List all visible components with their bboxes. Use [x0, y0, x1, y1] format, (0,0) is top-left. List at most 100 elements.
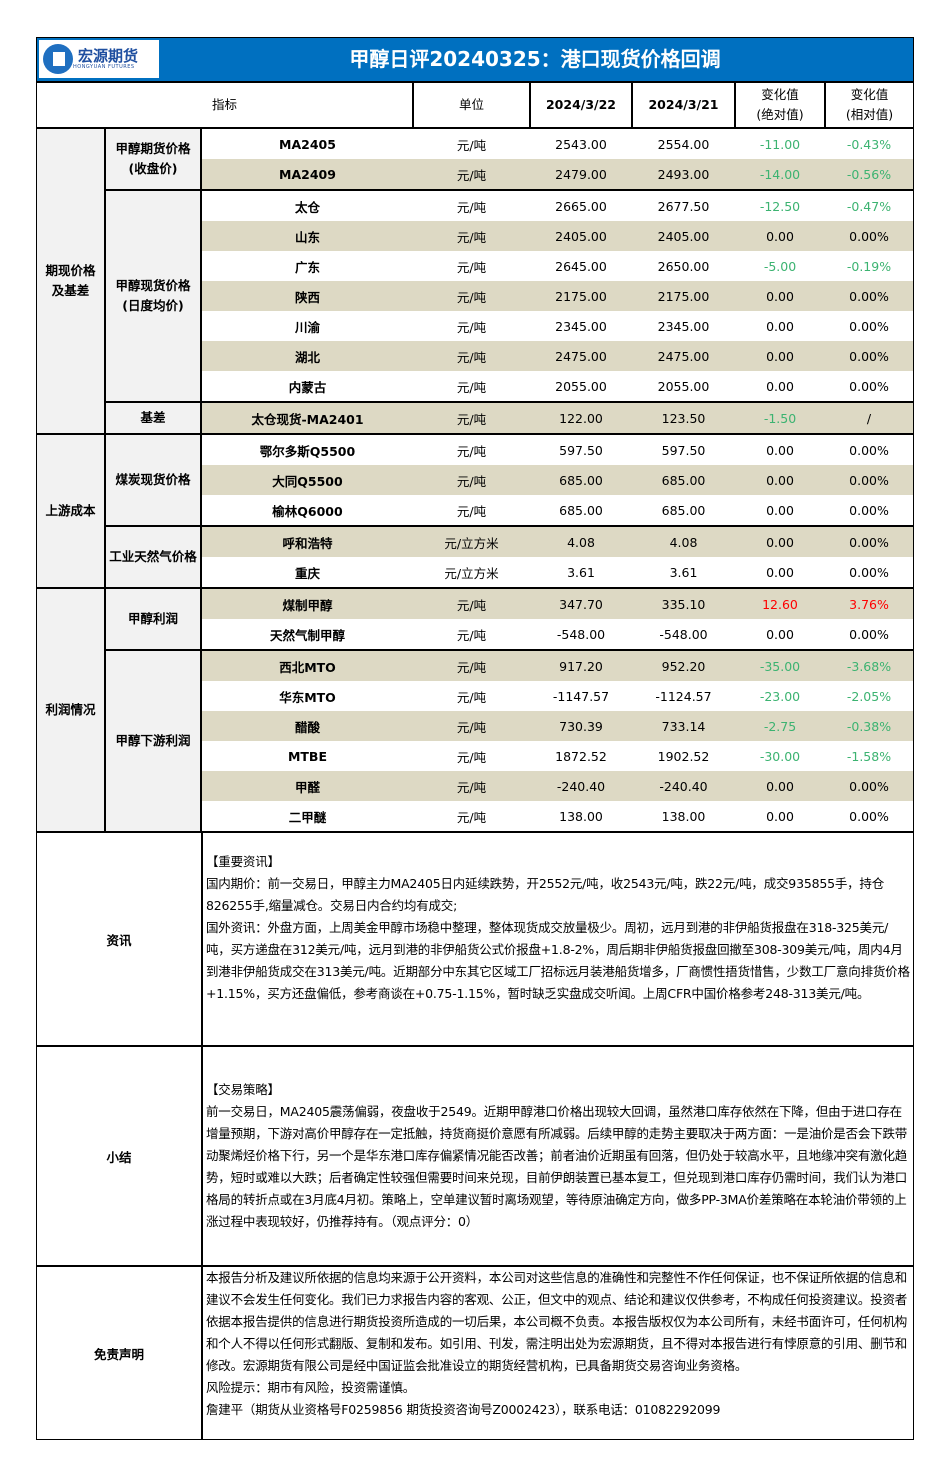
table-row: 醋酸 元/吨 730.39 733.14 -2.75 -0.38%	[37, 711, 913, 741]
value-date2-cell: 138.00	[661, 808, 706, 824]
table-row: 大同Q5500 元/吨 685.00 685.00 0.00 0.00%	[37, 465, 913, 495]
value-date2-cell: 2055.00	[657, 378, 710, 394]
col-abs-change: 变化值 (绝对值)	[735, 83, 826, 129]
rel-change-cell: -0.38%	[825, 711, 913, 741]
value-date2-cell: 1902.52	[657, 748, 710, 764]
abs-change-cell: -2.75	[735, 711, 825, 741]
rel-change-cell: 0.00%	[849, 318, 889, 334]
subcategory-cell: 甲醇现货价格 (日度均价)	[105, 189, 202, 402]
table-header-row: 指标 单位 2024/3/22 2024/3/21 变化值 (绝对值) 变化值 …	[37, 83, 913, 129]
indicator-cell: 太仓现货-MA2401	[201, 401, 413, 434]
col-date1: 2024/3/22	[530, 83, 633, 129]
abs-change-cell: 0.00	[766, 318, 794, 334]
abs-change-cell: 12.60	[735, 587, 825, 619]
unit-cell: 元/吨	[413, 189, 530, 221]
indicator-cell: 二甲醚	[288, 809, 327, 825]
unit-cell: 元/吨	[413, 649, 530, 681]
unit-cell: 元/立方米	[413, 525, 530, 557]
abs-change-cell: 0.00	[735, 525, 825, 557]
value-date2-cell: 2345.00	[657, 318, 710, 334]
logo-text: 宏源期货	[78, 47, 139, 65]
table-row: 甲醛 元/吨 -240.40 -240.40 0.00 0.00%	[37, 771, 913, 801]
value-date1-cell: -240.40	[530, 771, 632, 801]
abs-change-cell: 0.00	[735, 221, 825, 251]
value-date1-cell: 685.00	[559, 502, 603, 518]
value-date2-cell: 685.00	[661, 502, 706, 518]
disclaimer-label: 免责声明	[37, 1267, 203, 1439]
unit-cell: 元/吨	[413, 711, 530, 741]
table-row: 湖北 元/吨 2475.00 2475.00 0.00 0.00%	[37, 341, 913, 371]
value-date2-cell: -240.40	[632, 771, 735, 801]
value-date2-cell: 2405.00	[632, 221, 735, 251]
value-date1-cell: 2175.00	[530, 281, 632, 311]
indicator-cell: 陕西	[201, 281, 413, 311]
col-date2: 2024/3/21	[632, 83, 736, 129]
rel-change-cell: -1.58%	[846, 748, 892, 764]
value-date1-cell: 3.61	[567, 564, 595, 580]
value-date1-cell: 917.20	[530, 649, 632, 681]
unit-cell: 元/吨	[413, 341, 530, 371]
col-rel-change: 变化值 (相对值)	[825, 83, 913, 129]
table-row: 山东 元/吨 2405.00 2405.00 0.00 0.00%	[37, 221, 913, 251]
value-date1-cell: 2645.00	[555, 258, 607, 274]
value-date2-cell: 2493.00	[632, 159, 735, 190]
value-date1-cell: 2055.00	[555, 378, 607, 394]
rel-change-cell: -3.68%	[825, 649, 913, 681]
logo-icon	[43, 44, 73, 74]
value-date1-cell: 685.00	[530, 465, 632, 495]
value-date1-cell: 2345.00	[555, 318, 607, 334]
unit-cell: 元/吨	[456, 689, 487, 705]
unit-cell: 元/吨	[456, 503, 487, 519]
indicator-cell: 鄂尔多斯Q5500	[201, 433, 413, 465]
summary-label: 小结	[37, 1047, 203, 1265]
table-row: 广东 元/吨 2645.00 2650.00 -5.00 -0.19%	[37, 251, 913, 281]
value-date2-cell: 4.08	[632, 525, 735, 557]
unit-cell: 元/吨	[413, 401, 530, 434]
unit-cell: 元/吨	[456, 259, 487, 275]
table-row: 天然气制甲醇 元/吨 -548.00 -548.00 0.00 0.00%	[37, 619, 913, 650]
table-row: 陕西 元/吨 2175.00 2175.00 0.00 0.00%	[37, 281, 913, 311]
table-row: 甲醇现货价格 (日度均价) 太仓 元/吨 2665.00 2677.50 -12.50 -0…	[37, 189, 913, 402]
rel-change-cell: 0.00%	[825, 465, 913, 495]
value-date1-cell: 2543.00	[555, 136, 607, 152]
logo-subtext: HONGYUAN FUTURES	[73, 64, 135, 70]
abs-change-cell: -5.00	[763, 258, 797, 274]
abs-change-cell: -30.00	[759, 748, 801, 764]
unit-cell: 元/吨	[456, 319, 487, 335]
abs-change-cell: 0.00	[735, 465, 825, 495]
indicator-cell: 川渝	[294, 319, 320, 335]
company-logo: 宏源期货 HONGYUAN FUTURES	[39, 40, 159, 78]
abs-change-cell: 0.00	[735, 341, 825, 371]
table-row: 榆林Q6000 元/吨 685.00 685.00 0.00 0.00%	[37, 495, 913, 526]
col-unit: 单位	[413, 83, 531, 129]
value-date2-cell: 3.61	[669, 564, 698, 580]
table-body: 期现价格 及基差 甲醇期货价格 (收盘价) MA2405 元/吨 2543.00 2554…	[37, 128, 913, 831]
rel-change-cell: 0.00%	[849, 378, 889, 394]
summary-body: 【交易策略】 前一交易日，MA2405震荡偏弱，夜盘收于2549。近期甲醇港口价…	[203, 1047, 913, 1265]
value-date2-cell: 2554.00	[657, 136, 710, 152]
subcategory-cell: 甲醇期货价格 (收盘价)	[105, 128, 202, 190]
abs-change-cell: -11.00	[759, 136, 801, 152]
abs-change-cell: -35.00	[735, 649, 825, 681]
value-date1-cell: 122.00	[530, 401, 632, 434]
unit-cell: 元/吨	[456, 627, 487, 643]
value-date2-cell: 733.14	[632, 711, 735, 741]
value-date1-cell: 2665.00	[530, 189, 632, 221]
indicator-cell: MA2405	[279, 136, 336, 152]
table-row: 川渝 元/吨 2345.00 2345.00 0.00 0.00%	[37, 311, 913, 341]
abs-change-cell: 0.00	[766, 502, 794, 518]
rel-change-cell: -2.05%	[846, 688, 892, 704]
table-row: 重庆 元/立方米 3.61 3.61 0.00 0.00%	[37, 557, 913, 588]
value-date1-cell: 1872.52	[555, 748, 607, 764]
unit-cell: 元/吨	[413, 587, 530, 619]
rel-change-cell: 0.00%	[825, 525, 913, 557]
abs-change-cell: 0.00	[766, 808, 794, 824]
value-date2-cell: 952.20	[632, 649, 735, 681]
risk-notice: 风险提示：期市有风险，投资需谨慎。	[206, 1380, 416, 1395]
abs-change-cell: 0.00	[766, 564, 794, 580]
disclaimer-text: 本报告分析及建议所依据的信息均来源于公开资料，本公司对这些信息的准确性和完整性不…	[206, 1270, 908, 1373]
value-date1-cell: 597.50	[530, 433, 632, 465]
rel-change-cell: 3.76%	[825, 587, 913, 619]
rel-change-cell: 0.00%	[825, 221, 913, 251]
table-row: 基差 太仓现货-MA2401 元/吨 122.00 123.50 -1.50/	[37, 401, 913, 434]
